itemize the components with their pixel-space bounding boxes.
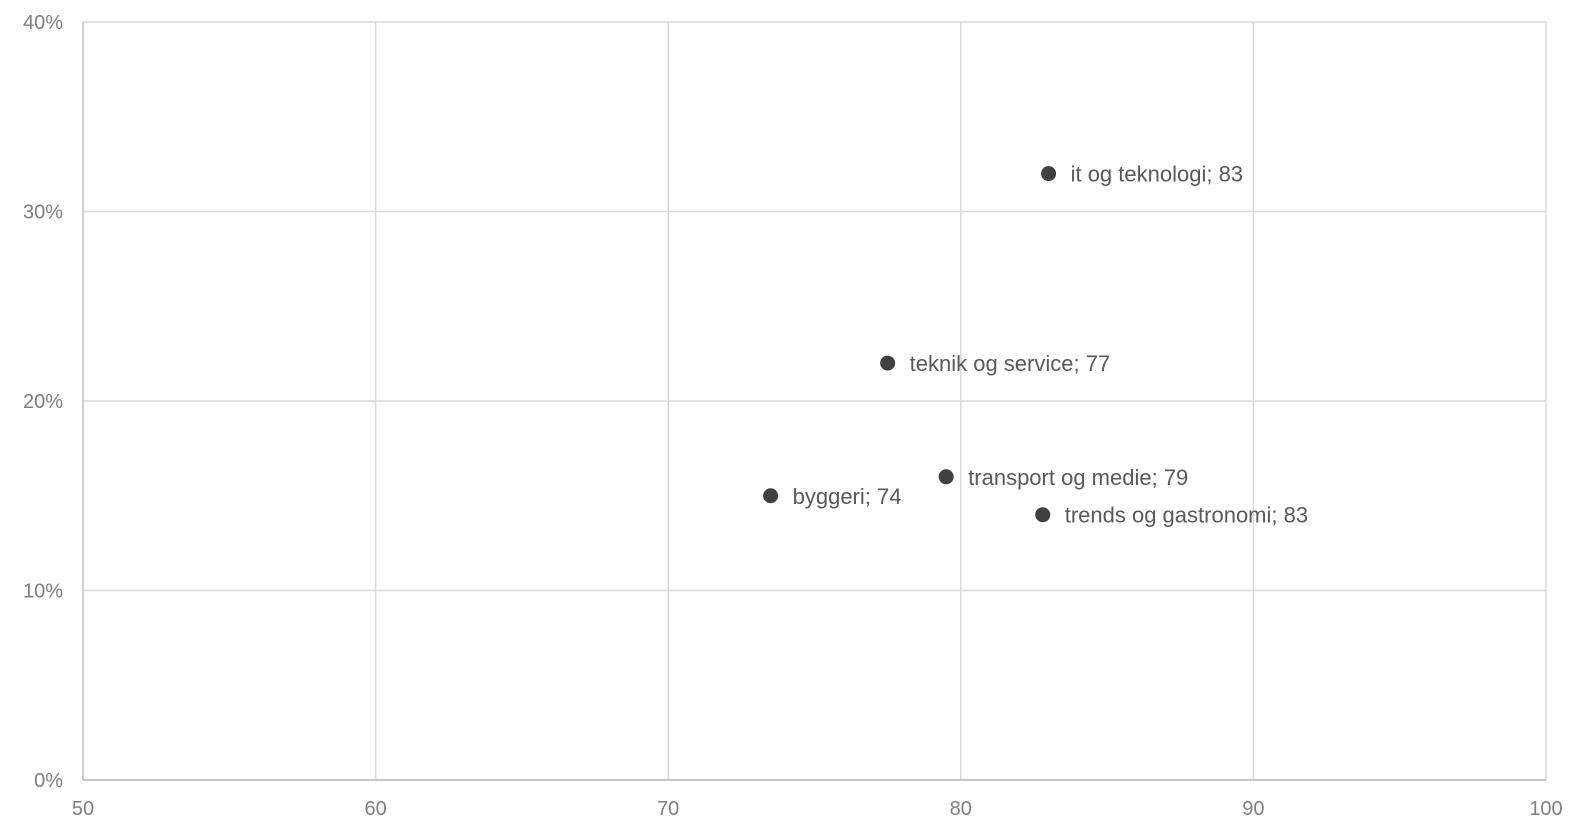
- x-tick-label: 90: [1242, 798, 1264, 820]
- data-label: transport og medie; 79: [968, 465, 1188, 490]
- data-point: [938, 469, 954, 485]
- data-label: teknik og service; 77: [910, 351, 1111, 376]
- x-tick-label: 70: [657, 798, 679, 820]
- data-label: trends og gastronomi; 83: [1065, 503, 1308, 528]
- y-tick-label: 20%: [23, 391, 63, 413]
- y-tick-label: 30%: [23, 202, 63, 224]
- grid: [82, 21, 1547, 781]
- data-label: byggeri; 74: [793, 484, 902, 509]
- y-tick-label: 10%: [23, 581, 63, 603]
- y-tick-label: 0%: [34, 770, 63, 792]
- x-tick-label: 80: [950, 798, 972, 820]
- data-point: [1035, 507, 1051, 523]
- data-point: [1041, 166, 1057, 182]
- x-tick-label: 100: [1529, 798, 1562, 820]
- data-label: it og teknologi; 83: [1071, 162, 1243, 187]
- data-points: it og teknologi; 83 teknik og service; 77…: [763, 162, 1308, 528]
- y-tick-label: 40%: [23, 12, 63, 34]
- data-point: [880, 355, 896, 371]
- x-tick-label: 50: [72, 798, 94, 820]
- tick-labels: 50 60 70 80 90 100 0% 10% 20% 30% 40%: [23, 12, 1563, 820]
- data-point: [763, 488, 779, 504]
- x-tick-label: 60: [364, 798, 386, 820]
